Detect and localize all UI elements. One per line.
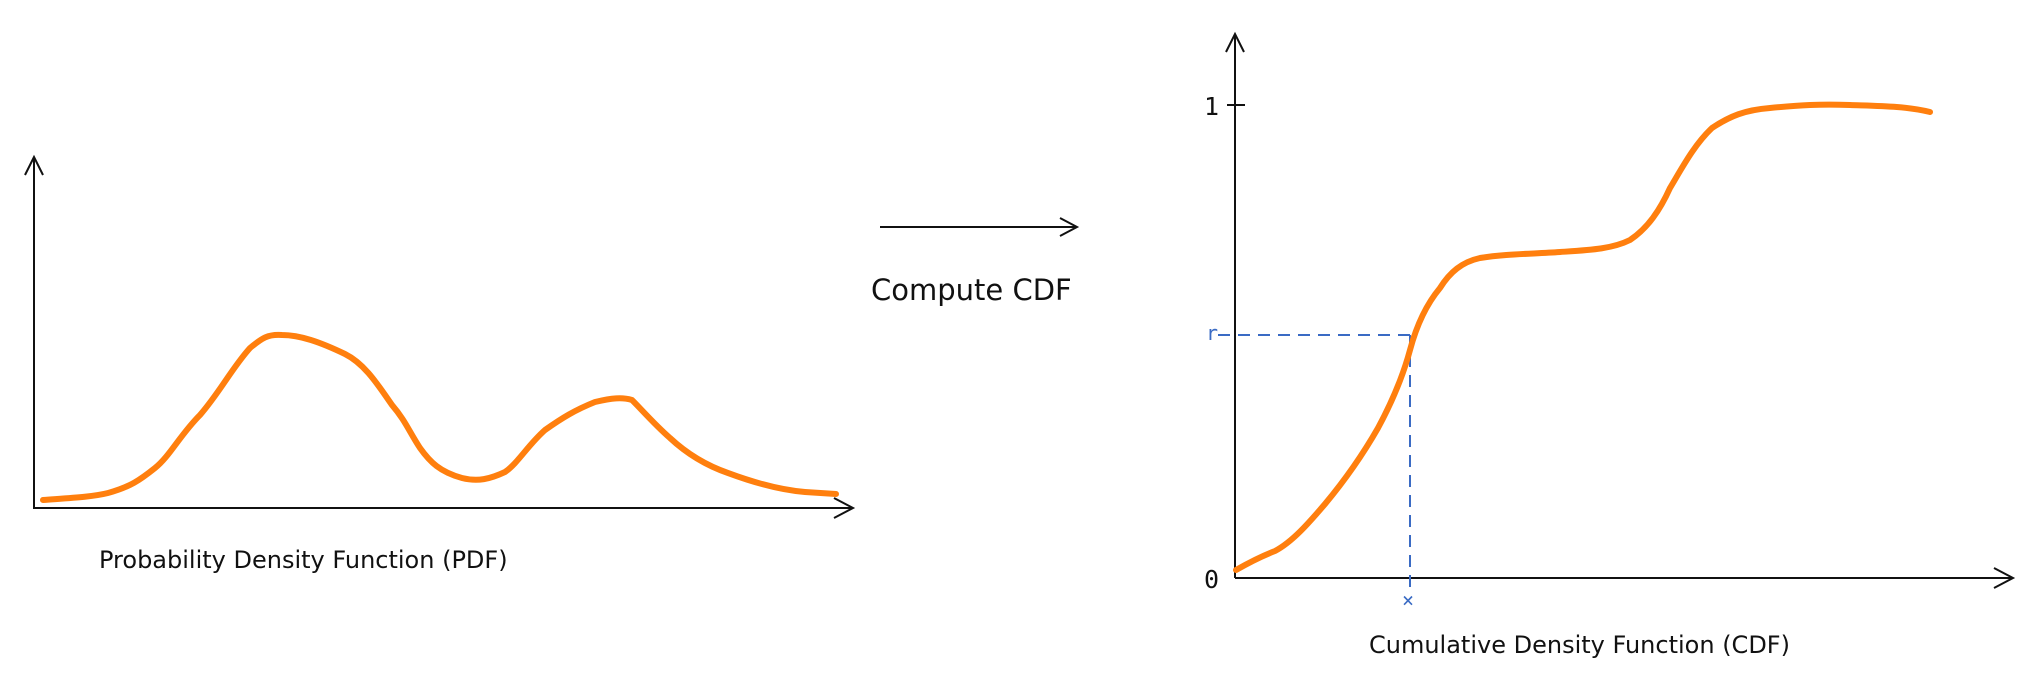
r-label: r: [1206, 321, 1218, 345]
pdf-x-axis-arrowhead: [833, 497, 856, 519]
pdf-panel: Probability Density Function (PDF): [24, 154, 856, 574]
cdf-y-axis-arrowhead: [1225, 31, 1245, 53]
cdf-x-axis-arrowhead: [1993, 567, 2016, 589]
pdf-curve: [40, 331, 839, 503]
cdf-panel: 1 0 r × Cumulative Density Function (CDF…: [1204, 31, 2016, 659]
pdf-y-axis-arrowhead: [24, 154, 44, 176]
transform-arrow-group: Compute CDF: [871, 217, 1080, 307]
cdf-y-tick-label-1: 1: [1204, 92, 1219, 121]
pdf-caption: Probability Density Function (PDF): [99, 546, 508, 574]
x-marker: ×: [1402, 588, 1414, 612]
transform-arrow-head: [1059, 217, 1080, 237]
cdf-curve: [1233, 101, 1933, 573]
cdf-caption: Cumulative Density Function (CDF): [1369, 631, 1790, 659]
compute-cdf-label: Compute CDF: [871, 273, 1072, 307]
cdf-y-tick-label-0: 0: [1204, 565, 1219, 594]
